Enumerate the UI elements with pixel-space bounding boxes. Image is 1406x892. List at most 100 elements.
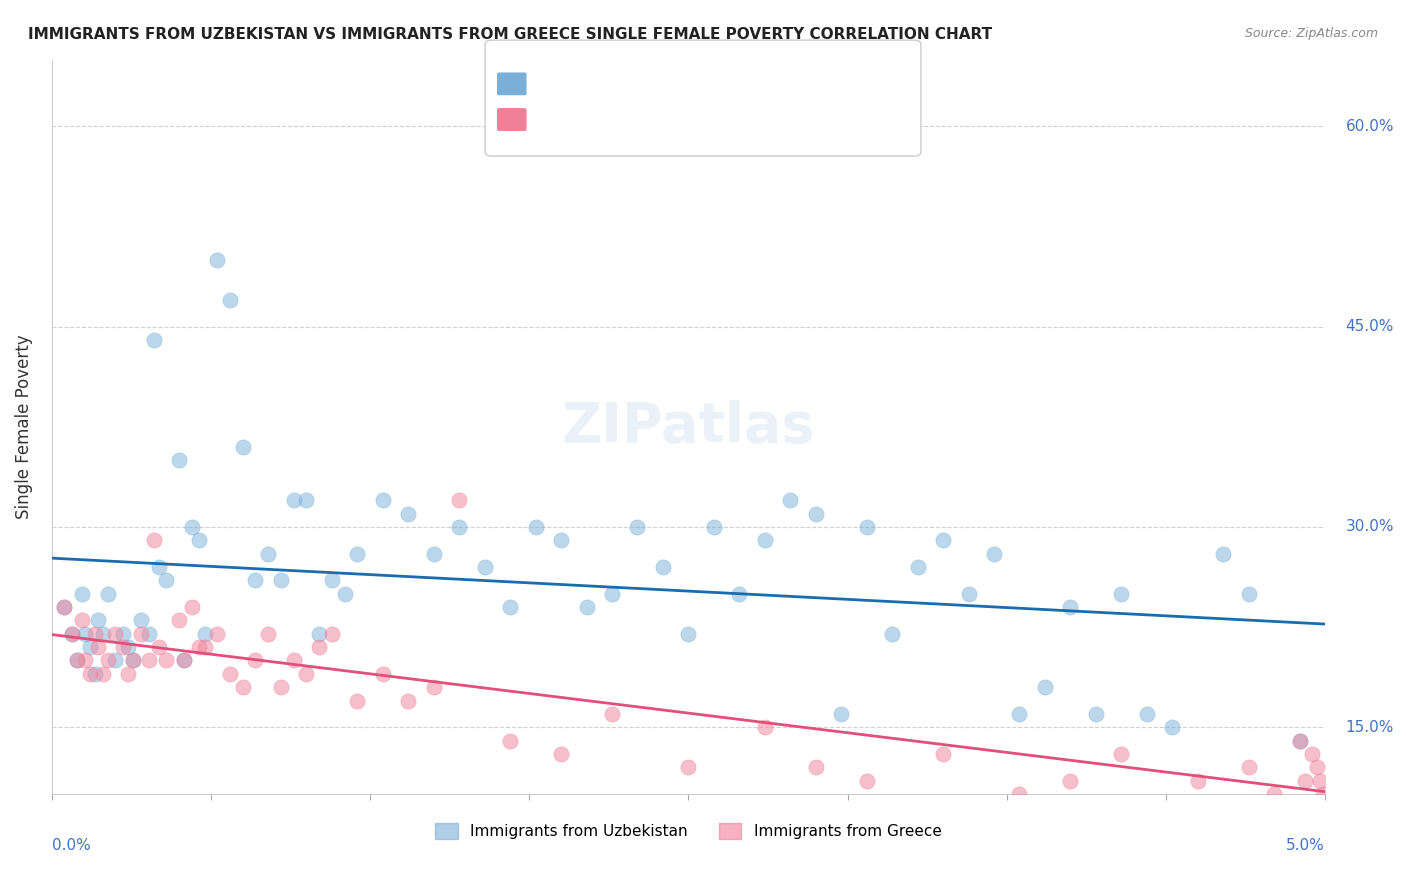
Point [112,627,135,641]
Point [1263,787,1285,801]
Point [193,640,215,654]
Point [474,560,496,574]
Point [346,547,368,561]
Point [148,560,170,574]
Point [117,666,139,681]
Point [1111,747,1133,761]
Point [1136,706,1159,721]
Point [678,760,700,774]
Point [1306,760,1329,774]
Point [779,493,801,508]
Point [79,666,101,681]
Point [600,706,623,721]
Text: ZIPatlas: ZIPatlas [561,400,815,454]
Point [245,574,267,588]
Point [321,574,343,588]
Point [499,600,522,615]
Point [155,574,177,588]
Point [129,614,152,628]
Point [112,640,135,654]
Point [232,680,254,694]
Point [188,533,211,548]
Point [180,520,202,534]
Point [60,627,83,641]
Point [1237,587,1260,601]
Point [449,493,471,508]
Point [73,653,96,667]
Point [1312,787,1334,801]
Point [104,627,127,641]
Text: 45.0%: 45.0% [1346,319,1393,334]
Point [1237,760,1260,774]
Text: R = -0.145  N =  60: R = -0.145 N = 60 [513,113,650,128]
Point [219,293,242,307]
Point [308,640,330,654]
Point [396,507,419,521]
Point [173,653,195,667]
Text: Source: ZipAtlas.com: Source: ZipAtlas.com [1244,27,1378,40]
Point [804,760,827,774]
Point [1313,800,1336,814]
Point [1033,680,1056,694]
Point [932,747,955,761]
Text: 30.0%: 30.0% [1346,519,1393,534]
Point [232,440,254,454]
Point [1111,587,1133,601]
Point [60,627,83,641]
Point [754,720,776,734]
Point [72,614,94,628]
Point [983,547,1005,561]
Point [180,600,202,615]
Point [148,640,170,654]
Point [295,493,318,508]
Point [932,533,955,548]
Point [830,706,852,721]
Point [1301,747,1323,761]
Point [728,587,751,601]
Point [626,520,648,534]
Point [117,640,139,654]
Point [270,574,292,588]
Text: 0.0%: 0.0% [52,838,90,853]
Point [122,653,145,667]
Point [207,627,229,641]
Point [855,773,877,788]
Legend: Immigrants from Uzbekistan, Immigrants from Greece: Immigrants from Uzbekistan, Immigrants f… [429,817,948,845]
Point [333,587,356,601]
Point [652,560,675,574]
Point [1212,547,1234,561]
Point [91,666,114,681]
Point [193,627,215,641]
Point [84,627,107,641]
Point [188,640,211,654]
Point [1288,733,1310,747]
Point [207,252,229,267]
Point [283,493,305,508]
Y-axis label: Single Female Poverty: Single Female Poverty [15,334,32,519]
Point [122,653,145,667]
Point [499,733,522,747]
Point [346,693,368,707]
Point [245,653,267,667]
Point [142,533,165,548]
Point [804,507,827,521]
Point [678,627,700,641]
Point [219,666,242,681]
Text: IMMIGRANTS FROM UZBEKISTAN VS IMMIGRANTS FROM GREECE SINGLE FEMALE POVERTY CORRE: IMMIGRANTS FROM UZBEKISTAN VS IMMIGRANTS… [28,27,993,42]
Point [422,680,444,694]
Point [257,547,280,561]
Point [66,653,89,667]
Point [600,587,623,601]
Point [575,600,598,615]
Point [142,333,165,347]
Point [1309,773,1331,788]
Point [138,627,160,641]
Point [1084,706,1107,721]
Point [396,693,419,707]
Point [91,627,114,641]
Text: 60.0%: 60.0% [1346,119,1393,134]
Point [72,587,94,601]
Point [907,560,929,574]
Text: R = -0.026  N =  71: R = -0.026 N = 71 [513,78,650,92]
Point [167,614,190,628]
